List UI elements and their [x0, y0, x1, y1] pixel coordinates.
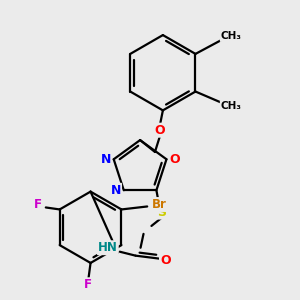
- Text: F: F: [34, 198, 42, 211]
- Text: N: N: [111, 184, 121, 197]
- Text: HN: HN: [98, 241, 118, 254]
- Text: O: O: [160, 254, 171, 267]
- Text: O: O: [154, 124, 165, 137]
- Text: Br: Br: [152, 198, 167, 211]
- Text: S: S: [157, 206, 166, 219]
- Text: F: F: [84, 278, 92, 291]
- Text: O: O: [169, 153, 180, 166]
- Text: CH₃: CH₃: [221, 31, 242, 41]
- Text: N: N: [100, 153, 111, 166]
- Text: CH₃: CH₃: [221, 101, 242, 111]
